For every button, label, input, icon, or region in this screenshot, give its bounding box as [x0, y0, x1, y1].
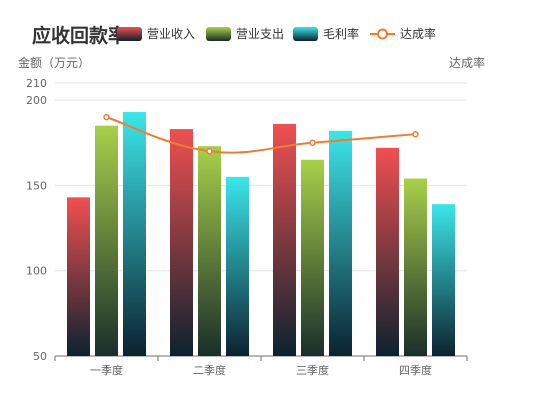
bar[interactable]	[404, 178, 427, 356]
x-tick-label: 三季度	[296, 363, 329, 377]
legend-item[interactable]: 营业收入	[117, 27, 195, 41]
legend-label: 营业收入	[147, 27, 195, 41]
y-tick-label: 200	[26, 94, 47, 107]
legend-item[interactable]: 毛利率	[293, 26, 359, 41]
legend-item[interactable]: 营业支出	[206, 27, 284, 41]
rate-point[interactable]	[309, 139, 316, 146]
bar[interactable]	[198, 146, 221, 356]
legend[interactable]: 营业收入 营业支出 毛利率 达成率	[117, 26, 436, 41]
line-series	[103, 113, 419, 155]
legend-label: 毛利率	[323, 26, 359, 41]
y-tick-label: 210	[26, 77, 47, 90]
rate-point[interactable]	[206, 148, 213, 155]
legend-item[interactable]: 达成率	[370, 26, 436, 41]
bar[interactable]	[301, 159, 324, 356]
y-tick-label: 50	[33, 350, 47, 363]
bar[interactable]	[67, 197, 90, 356]
bar[interactable]	[226, 176, 249, 356]
rate-point[interactable]	[103, 113, 110, 121]
y-tick-label: 100	[26, 265, 47, 278]
rate-point[interactable]	[412, 130, 419, 138]
x-tick-label: 四季度	[399, 363, 432, 377]
bar[interactable]	[329, 130, 352, 356]
y-tick-label: 150	[26, 179, 47, 192]
x-tick-label: 二季度	[193, 363, 226, 377]
x-tick-label: 一季度	[90, 363, 123, 377]
y2-axis-label: 达成率	[449, 55, 485, 70]
bar[interactable]	[432, 204, 455, 356]
bar[interactable]	[376, 147, 399, 356]
bar[interactable]	[123, 112, 146, 356]
y-axis-ticks: 50 100 150 200 210	[26, 77, 47, 363]
legend-label: 达成率	[400, 26, 436, 41]
chart-title: 应收回款率	[32, 24, 127, 47]
bars	[67, 112, 455, 356]
bar[interactable]	[95, 125, 118, 356]
y-axis-label: 金额（万元）	[18, 55, 90, 70]
legend-swatch	[117, 27, 142, 41]
x-axis: 一季度 二季度 三季度 四季度	[54, 355, 468, 377]
legend-label: 营业支出	[236, 27, 284, 41]
bar[interactable]	[170, 129, 193, 356]
legend-swatch	[293, 27, 318, 41]
legend-swatch	[206, 27, 231, 41]
legend-marker	[377, 28, 388, 40]
bar[interactable]	[273, 123, 296, 356]
rate-line	[106, 116, 416, 154]
